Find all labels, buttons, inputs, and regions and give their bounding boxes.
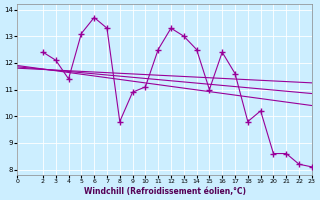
X-axis label: Windchill (Refroidissement éolien,°C): Windchill (Refroidissement éolien,°C): [84, 187, 245, 196]
